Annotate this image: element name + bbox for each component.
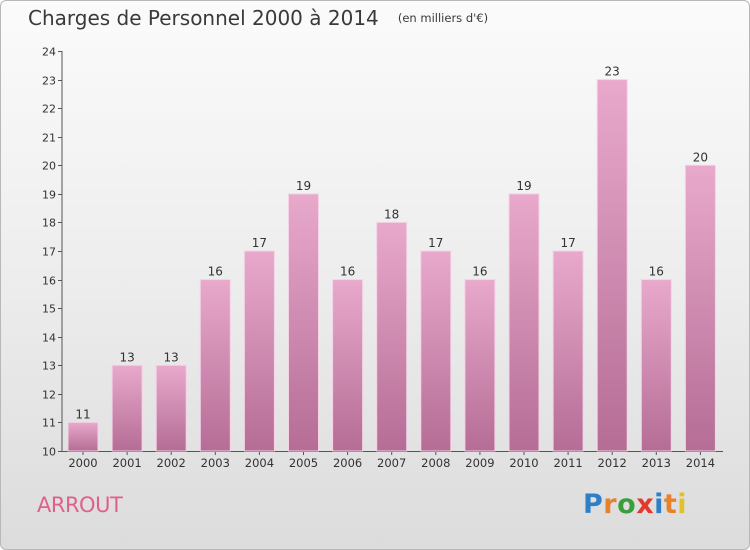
value-label-2007: 18 <box>384 207 399 221</box>
value-label-2011: 17 <box>560 236 575 250</box>
x-tick-label-2002: 2002 <box>157 456 186 470</box>
y-tick-label: 18 <box>42 217 56 230</box>
x-tick-label-2012: 2012 <box>598 456 627 470</box>
bar-2013 <box>640 279 672 452</box>
bar-2008 <box>420 250 452 452</box>
x-tick-label-2004: 2004 <box>245 456 274 470</box>
bar-2000 <box>67 421 99 452</box>
value-label-2000: 11 <box>75 407 90 421</box>
bars <box>67 79 716 452</box>
value-label-2008: 17 <box>428 236 443 250</box>
value-label-2012: 23 <box>605 65 620 79</box>
x-tick-label-2005: 2005 <box>289 456 318 470</box>
y-tick-label: 17 <box>42 246 56 259</box>
y-tick-label: 12 <box>42 389 56 402</box>
y-tick-label: 24 <box>42 46 56 59</box>
bar-2005 <box>288 193 319 452</box>
brand-letter: t <box>663 489 678 520</box>
y-tick-label: 20 <box>42 160 56 173</box>
commune-name: ARROUT <box>37 493 123 517</box>
bar-2001 <box>111 364 143 452</box>
bar-2011 <box>552 250 584 452</box>
value-label-2002: 13 <box>164 350 179 364</box>
x-tick-label-2011: 2011 <box>553 456 582 470</box>
brand-letter: P <box>583 489 604 520</box>
x-tick-label-2008: 2008 <box>421 456 450 470</box>
bar-2009 <box>464 279 496 452</box>
labels: 11 2000 13 2001 13 2002 16 2003 17 2004 19 2005 16 20… <box>68 65 715 470</box>
x-tick-label-2001: 2001 <box>112 456 141 470</box>
proxiti-logo[interactable]: Proxiti <box>583 489 687 520</box>
x-tick-label-2003: 2003 <box>201 456 230 470</box>
x-tick-label-2006: 2006 <box>333 456 362 470</box>
brand-letter: o <box>617 489 637 520</box>
y-tick-label: 16 <box>42 275 56 288</box>
y-tick-label: 15 <box>42 303 56 316</box>
value-label-2005: 19 <box>296 179 311 193</box>
value-label-2001: 13 <box>119 350 134 364</box>
y-tick-label: 19 <box>42 189 56 202</box>
bar-2007 <box>376 221 408 452</box>
chart-title: Charges de Personnel 2000 à 2014 <box>28 6 379 30</box>
brand-letter: r <box>603 489 618 520</box>
axes: 10 11 12 13 14 15 16 17 18 19 20 21 22 23 24 <box>42 46 723 459</box>
bar-2012 <box>596 79 628 452</box>
brand-letter: i <box>677 489 688 520</box>
value-label-2003: 16 <box>208 265 223 279</box>
x-tick-label-2009: 2009 <box>465 456 494 470</box>
brand-letter: x <box>636 489 655 520</box>
bar-2010 <box>508 193 540 452</box>
value-label-2004: 17 <box>252 236 267 250</box>
y-tick-label: 22 <box>42 103 56 116</box>
y-tick-label: 23 <box>42 75 56 88</box>
bar-2006 <box>332 279 364 452</box>
value-label-2010: 19 <box>516 179 531 193</box>
y-tick-label: 14 <box>42 332 56 345</box>
value-label-2014: 20 <box>693 150 708 164</box>
x-tick-label-2013: 2013 <box>642 456 671 470</box>
y-tick-label: 10 <box>42 446 56 459</box>
title-row: Charges de Personnel 2000 à 2014 (en mil… <box>28 6 488 30</box>
value-label-2009: 16 <box>472 265 487 279</box>
bar-2014 <box>684 164 716 452</box>
value-label-2013: 16 <box>649 265 664 279</box>
y-tick-label: 11 <box>42 417 56 430</box>
y-tick-label: 13 <box>42 360 56 373</box>
x-tick-label-2007: 2007 <box>377 456 406 470</box>
chart-subtitle: (en milliers d'€) <box>397 11 489 25</box>
bar-2003 <box>199 279 231 452</box>
bar-2004 <box>243 250 275 452</box>
x-tick-label-2014: 2014 <box>686 456 715 470</box>
brand-letter: i <box>654 489 664 520</box>
bar-2002 <box>155 364 187 452</box>
value-label-2006: 16 <box>340 265 355 279</box>
y-tick-label: 21 <box>42 132 56 145</box>
x-tick-label-2010: 2010 <box>509 456 538 470</box>
x-tick-label-2000: 2000 <box>68 456 97 470</box>
